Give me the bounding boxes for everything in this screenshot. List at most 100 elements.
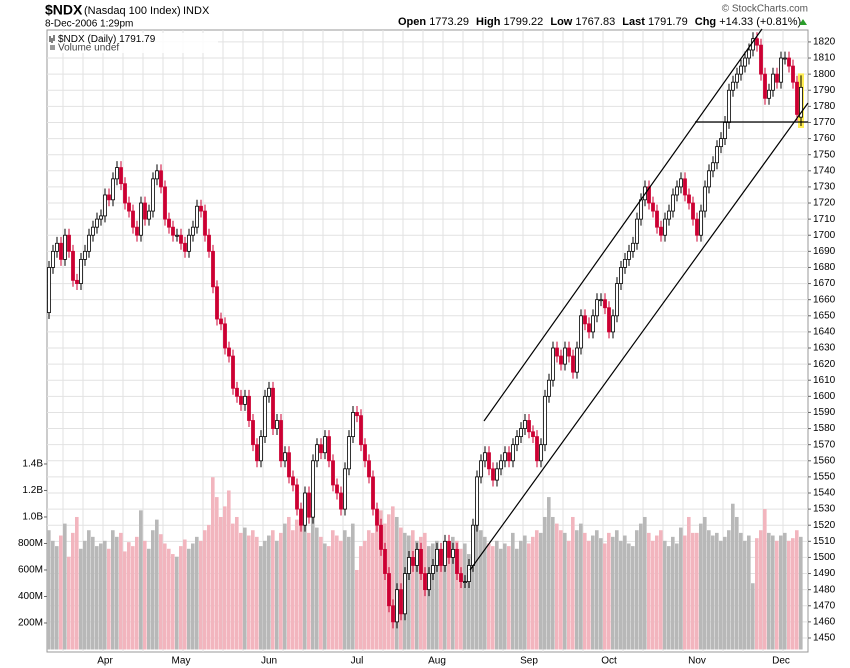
volume-bar bbox=[783, 532, 787, 650]
candle-body bbox=[199, 205, 203, 212]
volume-bar bbox=[747, 535, 751, 650]
x-tick-label: Nov bbox=[688, 656, 706, 667]
volume-bar bbox=[287, 516, 291, 650]
candle-body bbox=[175, 234, 179, 237]
candle-body bbox=[315, 444, 319, 462]
candle-body bbox=[183, 242, 187, 252]
candle-body bbox=[71, 250, 75, 281]
candle-body bbox=[335, 484, 339, 494]
candle-body bbox=[215, 286, 219, 320]
candle-body bbox=[667, 210, 671, 220]
candle-body bbox=[47, 267, 51, 313]
volume-bar bbox=[487, 543, 491, 650]
volume-bar bbox=[55, 546, 59, 650]
candle-body bbox=[523, 420, 527, 429]
candle-body bbox=[131, 210, 135, 228]
volume-bar bbox=[379, 510, 383, 650]
volume-bar bbox=[99, 543, 103, 650]
candle-body bbox=[787, 57, 791, 67]
volume-bar bbox=[207, 524, 211, 650]
candle-body bbox=[671, 194, 675, 212]
candle-body bbox=[407, 557, 411, 574]
volume-bar bbox=[759, 530, 763, 650]
legend: $NDX (Daily) 1791.79 Volume undef bbox=[48, 33, 218, 54]
candle-body bbox=[399, 589, 403, 615]
volume-bar bbox=[123, 551, 127, 650]
volume-bar bbox=[595, 530, 599, 650]
y-tick-label: 1620 bbox=[813, 359, 836, 370]
candle-body bbox=[563, 347, 567, 365]
y-tick-label: 1600 bbox=[813, 391, 836, 402]
volume-bar bbox=[787, 540, 791, 650]
volume-bar bbox=[375, 516, 379, 650]
candle-body bbox=[379, 524, 383, 550]
y2-tick-label: 400M bbox=[18, 591, 43, 602]
quote-value: 1799.22 bbox=[504, 16, 544, 28]
volume-bar bbox=[235, 516, 239, 650]
candle-body bbox=[111, 178, 115, 201]
candle-body bbox=[351, 412, 355, 438]
volume-bar bbox=[383, 523, 387, 650]
candle-body bbox=[663, 218, 667, 236]
volume-bar bbox=[691, 532, 695, 650]
volume-bar bbox=[343, 530, 347, 650]
candle-body bbox=[759, 44, 763, 75]
candle-body bbox=[423, 573, 427, 591]
candle-body bbox=[79, 259, 83, 284]
candle-body bbox=[571, 355, 575, 373]
candle-body bbox=[507, 452, 511, 462]
candle-body bbox=[163, 186, 167, 220]
candle-body bbox=[715, 146, 719, 164]
volume-bar bbox=[571, 516, 575, 650]
volume-bar bbox=[651, 540, 655, 650]
volume-bar bbox=[499, 548, 503, 650]
legend-icon bbox=[50, 45, 55, 50]
candle-body bbox=[579, 315, 583, 349]
volume-bar bbox=[735, 516, 739, 650]
chart-subtitle: (Nasdaq 100 Index) bbox=[84, 5, 181, 17]
volume-bar bbox=[635, 530, 639, 650]
candle-body bbox=[395, 589, 399, 623]
candle-body bbox=[107, 194, 111, 201]
candle-body bbox=[275, 420, 279, 429]
candle-body bbox=[779, 57, 783, 83]
volume-bar bbox=[303, 522, 307, 650]
quote-change: +14.33 (+0.81%) bbox=[719, 16, 801, 28]
volume-bar bbox=[795, 530, 799, 650]
candle-body bbox=[427, 573, 431, 591]
y2-tick-label: 1.2B bbox=[22, 485, 43, 496]
candle-body bbox=[623, 259, 627, 268]
candle-body bbox=[783, 57, 787, 60]
candle-body bbox=[459, 573, 463, 583]
candle-body bbox=[611, 315, 615, 333]
candle-body bbox=[119, 167, 123, 185]
volume-bar bbox=[431, 543, 435, 650]
volume-bar bbox=[79, 548, 83, 650]
volume-bar bbox=[59, 535, 63, 650]
candle-body bbox=[319, 444, 323, 454]
candle-body bbox=[775, 73, 779, 83]
volume-bar bbox=[527, 543, 531, 650]
volume-bar bbox=[671, 536, 675, 650]
candle-body bbox=[255, 444, 259, 462]
volume-bar bbox=[619, 540, 623, 650]
volume-bar bbox=[347, 536, 351, 650]
candle-body bbox=[691, 202, 695, 220]
candle-body bbox=[439, 548, 443, 566]
candle-body bbox=[391, 605, 395, 623]
volume-bar bbox=[335, 535, 339, 650]
y2-tick-label: 800M bbox=[18, 538, 43, 549]
volume-bar bbox=[607, 532, 611, 650]
volume-bar bbox=[779, 535, 783, 650]
volume-bar bbox=[611, 536, 615, 650]
candle-body bbox=[703, 186, 707, 212]
y-tick-label: 1760 bbox=[813, 133, 836, 144]
volume-bar bbox=[279, 532, 283, 650]
candle-body bbox=[475, 476, 479, 526]
volume-bar bbox=[695, 532, 699, 650]
volume-bar bbox=[311, 516, 315, 650]
volume-bar bbox=[551, 516, 555, 650]
candle-body bbox=[179, 234, 183, 244]
candle-body bbox=[687, 194, 691, 204]
volume-bar bbox=[539, 532, 543, 650]
